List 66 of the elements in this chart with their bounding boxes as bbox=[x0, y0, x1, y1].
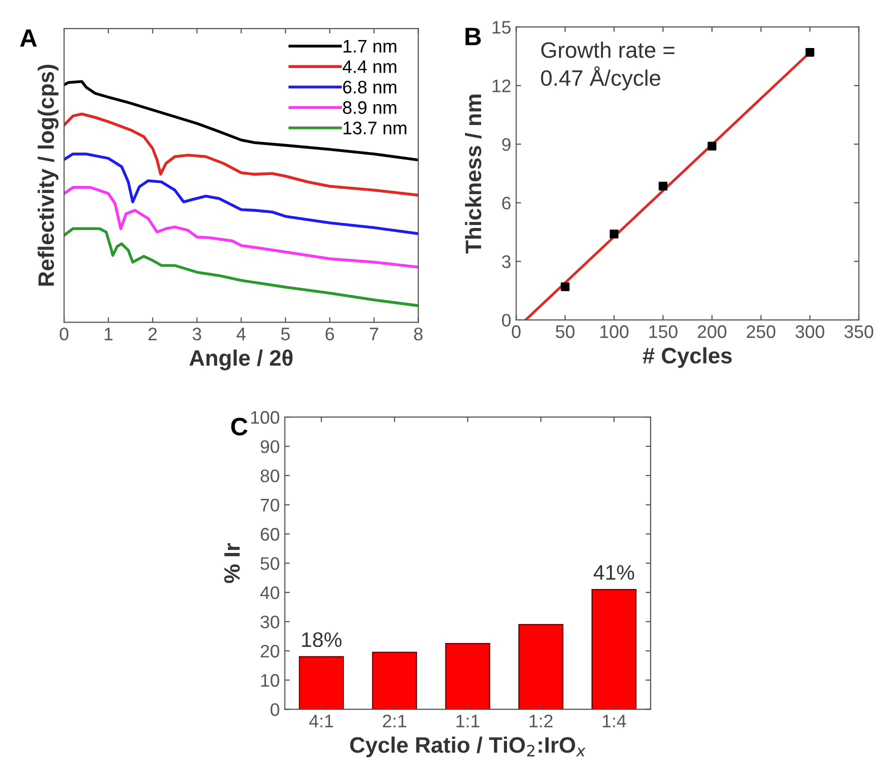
x-tick-label: 1:1 bbox=[456, 714, 480, 728]
point bbox=[658, 182, 668, 191]
legend-label: 4.4 nm bbox=[342, 60, 396, 73]
x-tick-label: 300 bbox=[796, 325, 824, 338]
x-tick-label: 6 bbox=[326, 328, 334, 340]
bar bbox=[592, 588, 637, 710]
y-tick-label: 15 bbox=[492, 21, 511, 34]
legend-label: 1.7 nm bbox=[344, 40, 396, 52]
y-tick-label: 12 bbox=[492, 80, 510, 92]
x-tick-label: 350 bbox=[844, 325, 874, 338]
y-tick-label: 90 bbox=[260, 440, 280, 454]
chart-title: B bbox=[466, 28, 481, 46]
x-tick-label: 0 bbox=[60, 328, 68, 340]
chart-title: C bbox=[231, 418, 248, 436]
x-axis-title: Cycle Ratio / TiO$_{2}$:IrO$_{x}$ bbox=[350, 736, 586, 758]
y-tick-label: 60 bbox=[260, 528, 280, 541]
x-tick-label: 200 bbox=[698, 325, 726, 338]
point bbox=[560, 282, 570, 292]
x-tick-label: 3 bbox=[192, 328, 202, 340]
bar bbox=[445, 643, 490, 710]
point bbox=[610, 230, 618, 238]
bar bbox=[372, 652, 418, 710]
y-tick-label: 0 bbox=[270, 703, 280, 716]
x-tick-label: 4:1 bbox=[309, 714, 334, 728]
y-tick-label: 9 bbox=[502, 138, 510, 151]
x-tick-label: 1 bbox=[104, 328, 112, 340]
legend-label: 8.9 nm bbox=[343, 101, 396, 114]
chart-title: A bbox=[20, 29, 37, 47]
x-tick-label: 100 bbox=[600, 325, 628, 338]
point bbox=[708, 142, 716, 150]
bar bbox=[298, 656, 344, 710]
x-tick-label: 50 bbox=[556, 325, 574, 338]
x-tick-label: 8 bbox=[414, 328, 423, 340]
x-tick-label: 7 bbox=[370, 328, 378, 340]
y-tick-label: 50 bbox=[260, 557, 280, 570]
data-label: 41% bbox=[594, 565, 634, 580]
y-tick-label: 6 bbox=[502, 196, 511, 210]
x-axis-title: # Cycles bbox=[642, 347, 732, 368]
y-tick-label: 40 bbox=[260, 586, 280, 600]
y-tick-label: 3 bbox=[502, 255, 511, 268]
legend-label: 13.7 nm bbox=[344, 122, 406, 134]
data-label: 18% bbox=[302, 632, 342, 648]
x-tick-label: 5 bbox=[281, 328, 290, 340]
y-axis-title: Reflectivity / log(cps) bbox=[38, 64, 59, 286]
x-tick-label: 250 bbox=[746, 325, 776, 338]
y-tick-label: 0 bbox=[502, 314, 511, 327]
y-tick-label: 100 bbox=[251, 411, 280, 424]
x-tick-label: 2:1 bbox=[382, 714, 406, 728]
point bbox=[806, 48, 814, 57]
x-tick-label: 2 bbox=[148, 328, 157, 340]
y-tick-label: 20 bbox=[260, 644, 280, 658]
x-tick-label: 0 bbox=[512, 325, 521, 338]
bar bbox=[518, 624, 564, 710]
x-tick-label: 150 bbox=[649, 325, 678, 338]
y-axis-title: % Ir bbox=[224, 543, 240, 584]
x-tick-label: 4 bbox=[236, 328, 246, 340]
y-tick-label: 70 bbox=[260, 498, 280, 512]
y-axis-title: Thickness / nm bbox=[464, 94, 482, 254]
y-tick-label: 80 bbox=[260, 469, 280, 482]
x-axis-title: Angle / 2θ bbox=[189, 350, 293, 370]
annotation: Growth rate = 0.47 Å/cycle bbox=[541, 42, 674, 90]
x-tick-label: 1:4 bbox=[602, 714, 626, 728]
x-tick-label: 1:2 bbox=[530, 714, 552, 728]
y-tick-label: 10 bbox=[261, 674, 280, 687]
legend-label: 6.8 nm bbox=[343, 80, 396, 94]
y-tick-label: 30 bbox=[260, 616, 280, 628]
